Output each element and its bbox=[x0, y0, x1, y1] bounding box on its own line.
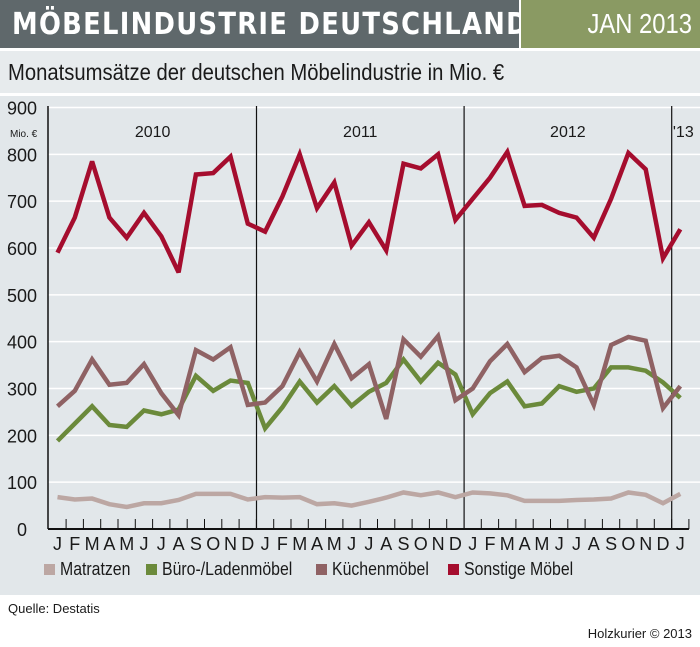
x-tick-label: J bbox=[261, 534, 270, 554]
y-tick-label: 300 bbox=[7, 380, 37, 400]
y-tick-label: 400 bbox=[7, 333, 37, 353]
legend-label: Küchenmöbel bbox=[332, 559, 430, 579]
subtitle-band: Monatsumsätze der deutschen Möbelindustr… bbox=[0, 51, 700, 93]
legend-label: Matratzen bbox=[60, 559, 131, 579]
y-tick-label: 100 bbox=[7, 473, 37, 493]
x-tick-label: A bbox=[380, 534, 392, 554]
source-note: Quelle: Destatis bbox=[8, 601, 100, 616]
x-tick-label: A bbox=[103, 534, 115, 554]
x-tick-label: J bbox=[676, 534, 685, 554]
x-tick-label: D bbox=[241, 534, 254, 554]
x-tick-label: N bbox=[639, 534, 652, 554]
x-tick-label: M bbox=[85, 534, 100, 554]
legend-swatch bbox=[316, 563, 328, 575]
legend-item-kuechen: Küchenmöbel bbox=[316, 560, 436, 578]
y-tick-label: 700 bbox=[7, 192, 37, 212]
series-line-sonstige-möbel bbox=[55, 146, 683, 274]
x-tick-label: A bbox=[588, 534, 600, 554]
x-tick-label: J bbox=[140, 534, 149, 554]
x-tick-label: F bbox=[69, 534, 80, 554]
x-tick-label: M bbox=[500, 534, 515, 554]
y-tick-label: 600 bbox=[7, 239, 37, 259]
x-tick-label: J bbox=[555, 534, 564, 554]
x-tick-label: O bbox=[414, 534, 428, 554]
y-tick-label: 0 bbox=[17, 520, 27, 540]
y-tick-label: 800 bbox=[7, 145, 37, 165]
legend-item-sonstige: Sonstige Möbel bbox=[448, 560, 582, 578]
y-tick-label: 900 bbox=[7, 99, 37, 119]
x-tick-label: D bbox=[449, 534, 462, 554]
copyright-note: Holzkurier © 2013 bbox=[587, 626, 692, 641]
x-tick-label: A bbox=[173, 534, 185, 554]
x-tick-label: D bbox=[657, 534, 670, 554]
x-tick-label: J bbox=[572, 534, 581, 554]
header-bar: MÖBELINDUSTRIE DEUTSCHLAND bbox=[0, 0, 528, 48]
header-date-box: JAN 2013 bbox=[521, 0, 700, 48]
legend: Matratzen Büro-/Ladenmöbel Küchenmöbel S… bbox=[44, 560, 582, 578]
x-tick-label: S bbox=[605, 534, 617, 554]
year-label: 2010 bbox=[135, 124, 171, 141]
legend-item-buero: Büro-/Ladenmöbel bbox=[146, 560, 304, 578]
year-label: '13 bbox=[673, 124, 694, 141]
x-tick-label: J bbox=[347, 534, 356, 554]
x-tick-label: N bbox=[432, 534, 445, 554]
x-tick-label: M bbox=[327, 534, 342, 554]
header-date: JAN 2013 bbox=[587, 8, 692, 39]
series-line-küchenmöbel bbox=[56, 331, 683, 421]
legend-swatch bbox=[448, 563, 460, 575]
x-tick-label: F bbox=[485, 534, 496, 554]
chart-panel bbox=[0, 96, 700, 595]
x-tick-label: S bbox=[397, 534, 409, 554]
x-tick-label: J bbox=[364, 534, 373, 554]
year-label: 2011 bbox=[343, 124, 378, 141]
x-tick-label: F bbox=[277, 534, 288, 554]
y-tick-label: 500 bbox=[7, 286, 37, 306]
x-tick-label: O bbox=[621, 534, 635, 554]
x-tick-label: A bbox=[311, 534, 323, 554]
chart-title: Monatsumsätze der deutschen Möbelindustr… bbox=[8, 59, 505, 85]
series-line-matratzen bbox=[57, 490, 682, 510]
legend-label: Sonstige Möbel bbox=[464, 559, 574, 579]
x-tick-label: M bbox=[292, 534, 307, 554]
x-tick-label: J bbox=[157, 534, 166, 554]
legend-label: Büro-/Ladenmöbel bbox=[162, 559, 293, 579]
legend-item-matratzen: Matratzen bbox=[44, 560, 134, 578]
y-tick-label: 200 bbox=[7, 426, 37, 446]
x-tick-label: J bbox=[468, 534, 477, 554]
x-tick-label: M bbox=[534, 534, 549, 554]
y-axis-unit: Mio. € bbox=[10, 129, 38, 140]
year-label: 2012 bbox=[550, 124, 586, 141]
legend-swatch bbox=[44, 563, 55, 575]
legend-swatch bbox=[146, 563, 158, 575]
x-tick-label: A bbox=[519, 534, 531, 554]
x-tick-label: S bbox=[190, 534, 202, 554]
x-tick-label: N bbox=[224, 534, 237, 554]
x-tick-label: M bbox=[119, 534, 134, 554]
x-tick-label: J bbox=[53, 534, 62, 554]
header-title: MÖBELINDUSTRIE DEUTSCHLAND bbox=[12, 7, 529, 42]
x-tick-label: O bbox=[206, 534, 220, 554]
